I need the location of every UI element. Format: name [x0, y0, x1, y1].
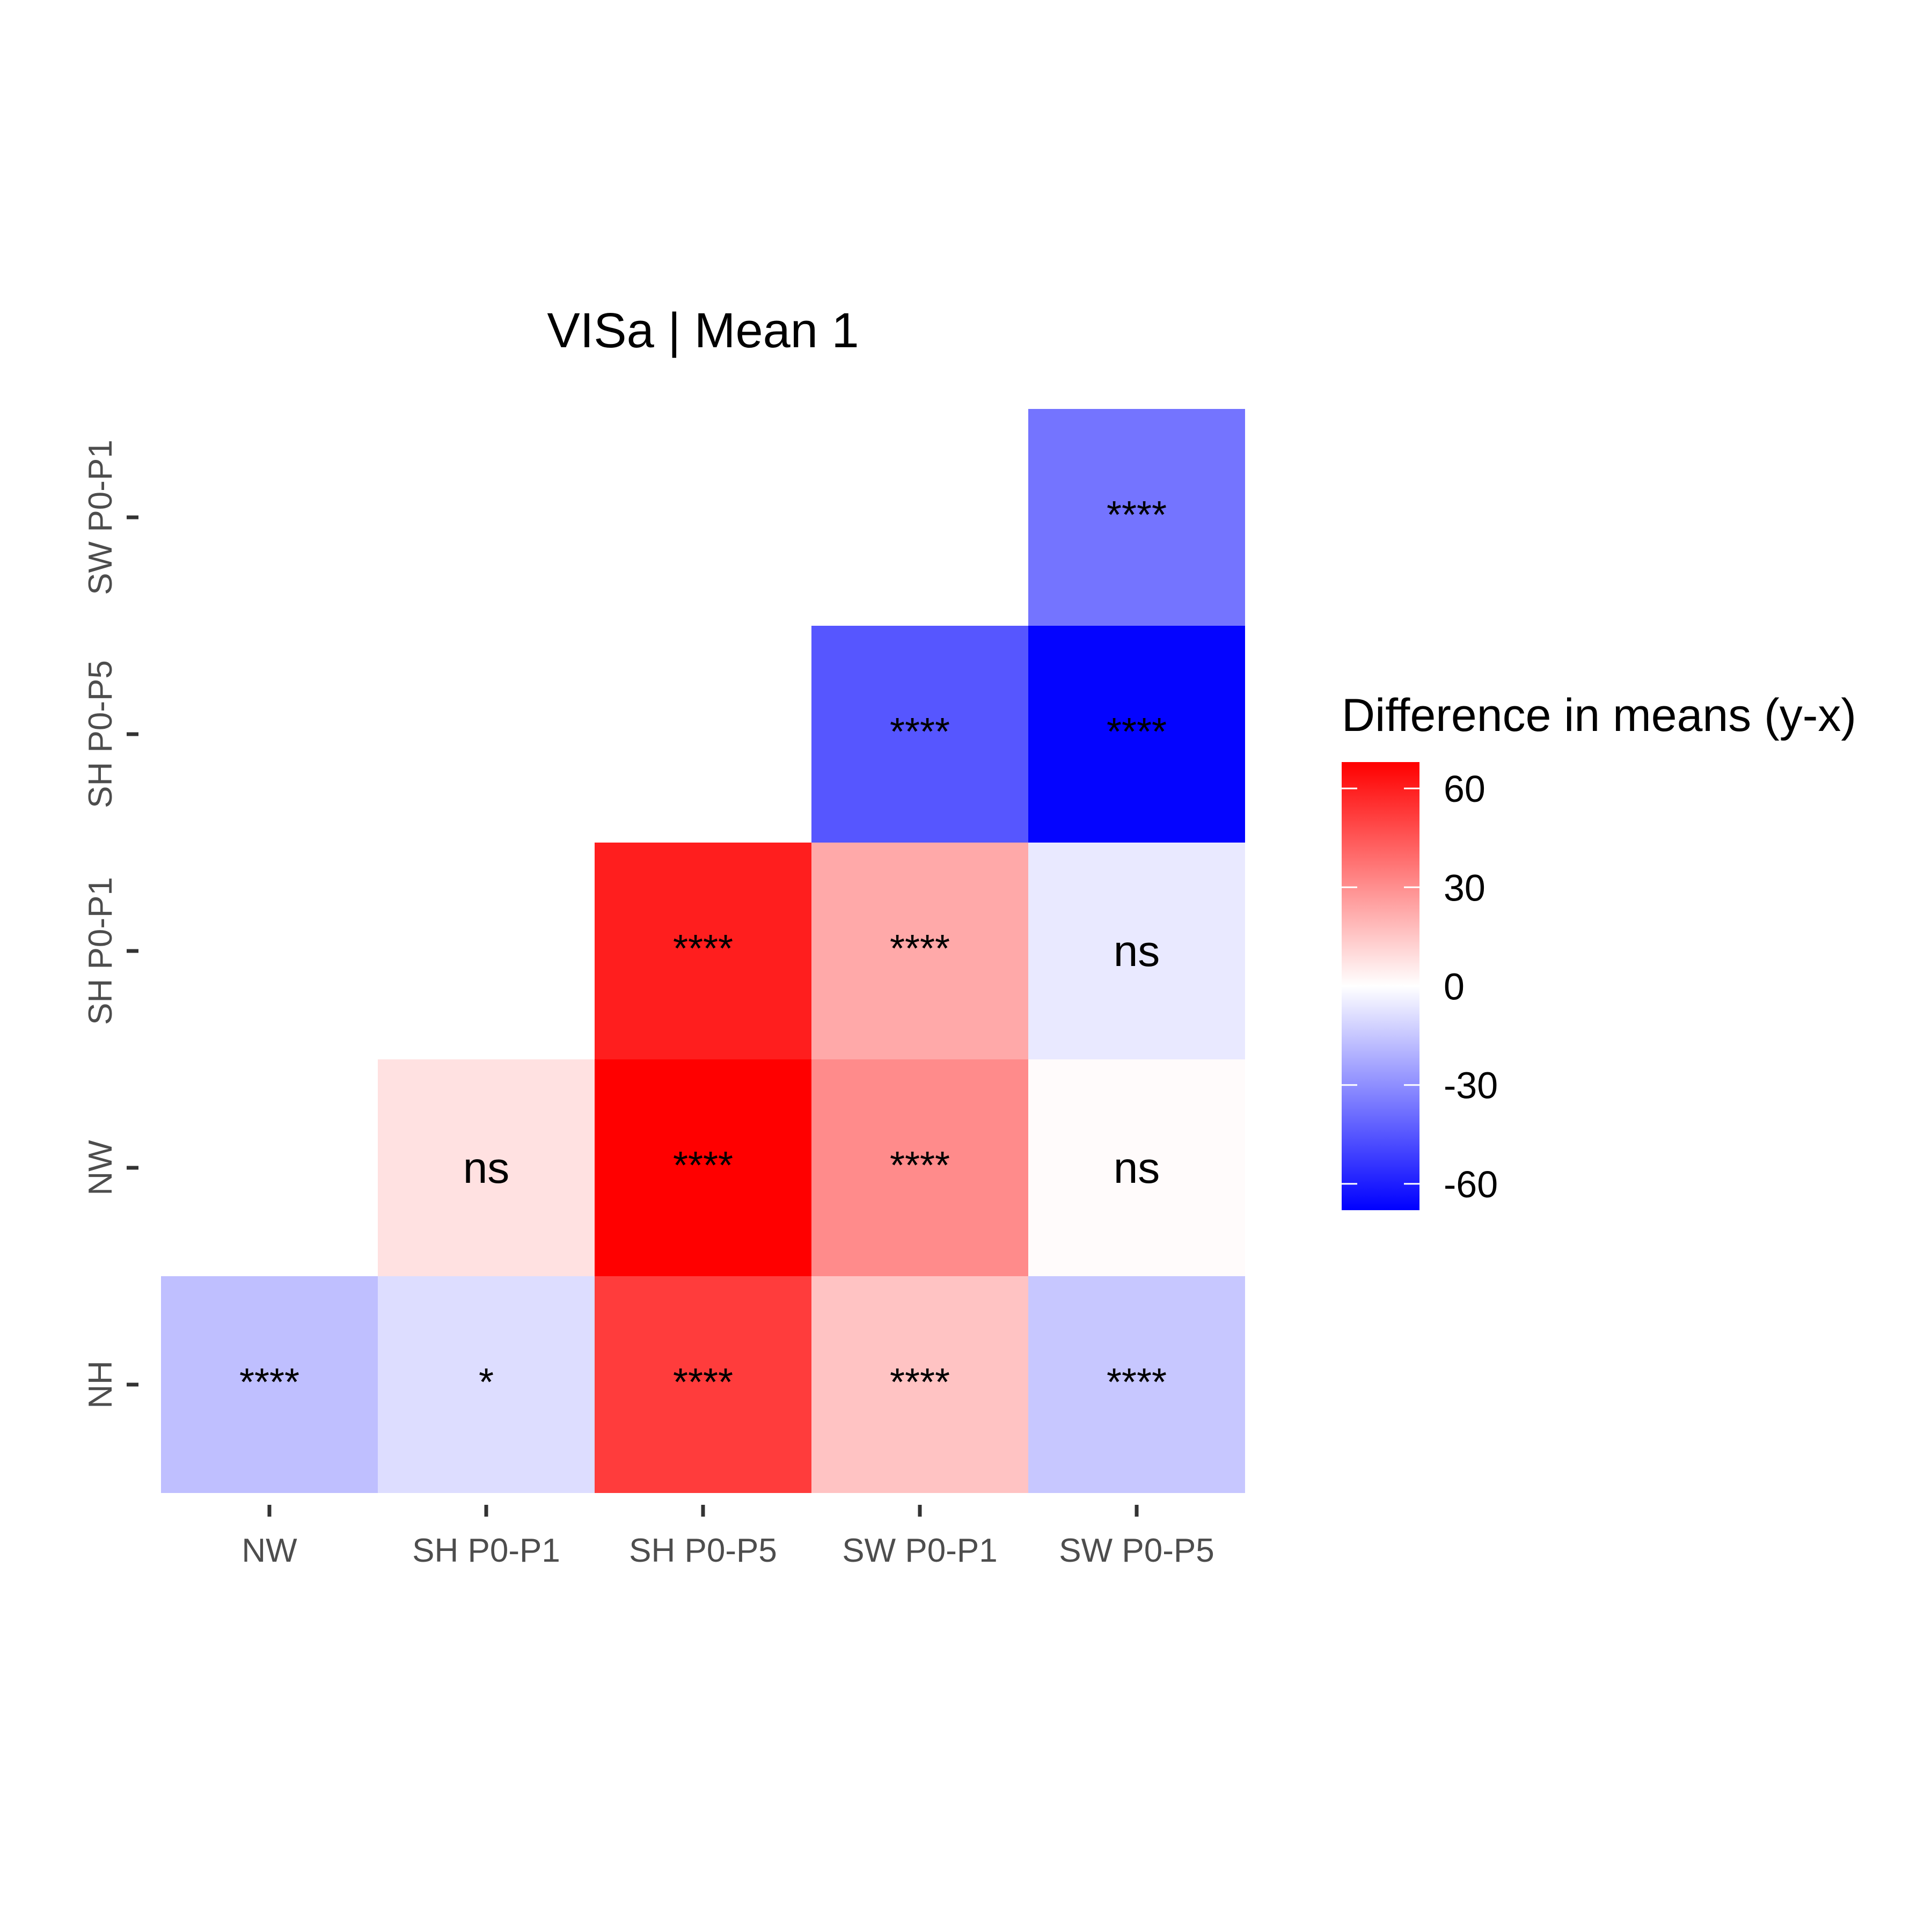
x-tick-label: SH P0-P1	[412, 1532, 560, 1569]
legend-tick-label: 30	[1444, 867, 1485, 909]
cell-significance-label: ****	[673, 927, 733, 970]
chart-title: VISa | Mean 1	[547, 303, 859, 358]
heatmap-cell	[595, 1059, 811, 1276]
heatmap-cell	[811, 1059, 1028, 1276]
color-legend: Difference in means (y-x) 60 30 0 -30 -60	[1342, 690, 1856, 1210]
legend-title: Difference in means (y-x)	[1342, 690, 1856, 741]
heatmap-cell	[811, 1276, 1028, 1493]
cell-significance-label: ****	[239, 1361, 299, 1404]
cell-significance-label: ****	[890, 1361, 950, 1404]
heatmap-cell	[1028, 1059, 1245, 1276]
heatmap-cell	[811, 626, 1028, 843]
y-tick-label: NH	[82, 1360, 119, 1409]
heatmap-cell	[378, 1276, 595, 1493]
y-axis: NH NW SH P0-P1 SH P0-P5 SW P0-P1	[82, 440, 138, 1409]
x-tick-label: NW	[241, 1532, 297, 1569]
heatmap-cell	[1028, 409, 1245, 626]
x-tick-label: SW P0-P1	[842, 1532, 997, 1569]
cell-significance-label: ****	[890, 927, 950, 970]
heatmap-cell	[378, 1059, 595, 1276]
legend-ticks: 60 30 0 -30 -60	[1342, 768, 1498, 1205]
heatmap-cell	[161, 1276, 378, 1493]
cell-significance-label: *	[479, 1361, 494, 1404]
legend-tick-label: -60	[1444, 1163, 1498, 1205]
heatmap-cell	[1028, 843, 1245, 1059]
legend-tick-label: 0	[1444, 966, 1465, 1008]
y-tick-label: NW	[82, 1140, 119, 1196]
cell-significance-label: ****	[1107, 1361, 1167, 1404]
cell-significance-label: ns	[463, 1144, 510, 1192]
cell-significance-label: ****	[673, 1361, 733, 1404]
legend-tick-label: -30	[1444, 1065, 1498, 1107]
x-tick-label: SH P0-P5	[629, 1532, 777, 1569]
x-axis: NW SH P0-P1 SH P0-P5 SW P0-P1 SW P0-P5	[241, 1505, 1214, 1569]
legend-tick-label: 60	[1444, 768, 1485, 810]
y-tick-label: SW P0-P1	[82, 440, 119, 595]
cell-significance-label: ns	[1114, 927, 1160, 976]
heatmap-cell	[811, 843, 1028, 1059]
heatmap-cell	[1028, 1276, 1245, 1493]
y-tick-label: SH P0-P1	[82, 877, 119, 1025]
cell-significance-label: ****	[890, 711, 950, 753]
cell-significance-label: ****	[1107, 711, 1167, 753]
x-tick-label: SW P0-P5	[1059, 1532, 1214, 1569]
y-tick-label: SH P0-P5	[82, 660, 119, 808]
cell-significance-label: ns	[1114, 1144, 1160, 1192]
cell-significance-label: ****	[890, 1144, 950, 1187]
heatmap-cell	[595, 843, 811, 1059]
heatmap-cells: **** * **** **** ****ns **** **** ns**** **** ns*…	[161, 409, 1245, 1493]
cell-significance-label: ****	[673, 1144, 733, 1187]
heatmap-cell	[595, 1276, 811, 1493]
heatmap-cell	[1028, 626, 1245, 843]
cell-significance-label: ****	[1107, 494, 1167, 537]
